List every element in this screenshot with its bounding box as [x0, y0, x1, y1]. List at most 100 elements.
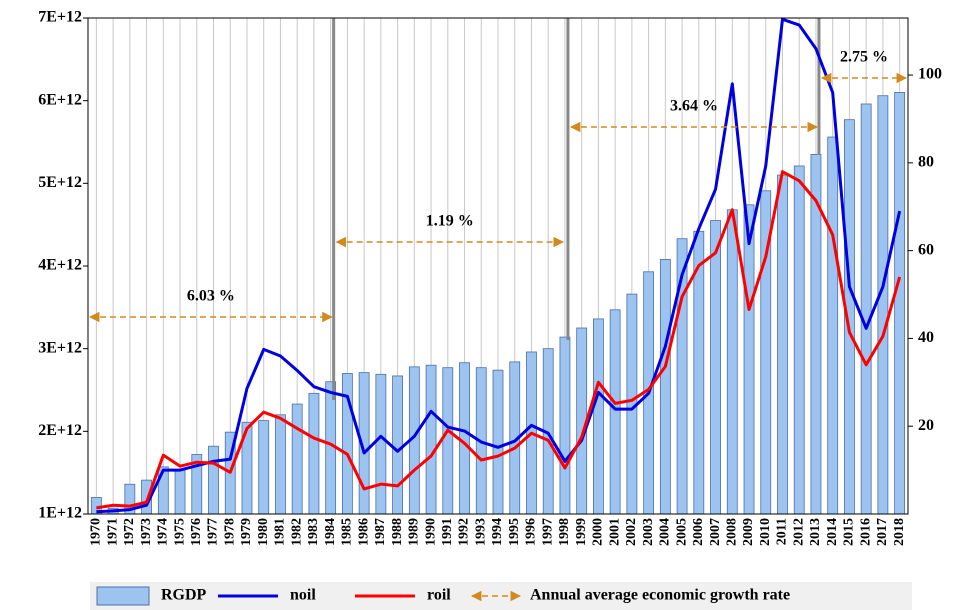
x-tick-label: 1974 — [156, 518, 171, 546]
bar — [174, 469, 186, 515]
x-tick-label: 1995 — [507, 518, 522, 546]
legend-label: roil — [427, 587, 451, 604]
y2-tick-label: 20 — [918, 417, 934, 434]
bar — [710, 220, 721, 515]
x-tick-label: 2012 — [791, 518, 806, 546]
bar — [777, 174, 788, 515]
x-tick-label: 2002 — [624, 518, 639, 546]
x-tick-label: 1988 — [390, 518, 405, 546]
legend-label: Annual average economic growth rate — [530, 587, 790, 604]
x-tick-label: 2013 — [808, 518, 823, 546]
x-tick-label: 2005 — [674, 518, 689, 546]
x-tick-label: 1990 — [423, 518, 438, 546]
y-tick-label: 2E+12 — [38, 422, 82, 439]
x-tick-label: 1984 — [323, 518, 338, 546]
annotation: 6.03 % — [187, 288, 235, 305]
line-noil — [96, 17, 902, 514]
x-tick-label: 2004 — [658, 518, 673, 546]
y-tick-label: 7E+12 — [38, 9, 82, 26]
bar — [793, 165, 805, 515]
x-tick-label: 2014 — [825, 518, 840, 546]
x-tick-label: 1985 — [340, 518, 355, 546]
x-tick-label: 1973 — [139, 518, 154, 546]
x-tick-label: 1983 — [306, 518, 321, 546]
legend-label: RGDP — [161, 587, 207, 604]
y-tick-label: 3E+12 — [38, 339, 82, 356]
bar — [308, 392, 320, 515]
bar — [726, 209, 738, 515]
legend-label: noil — [290, 587, 316, 604]
y2-tick-label: 100 — [918, 66, 942, 83]
bar — [827, 136, 839, 515]
x-tick-label: 2015 — [842, 518, 857, 546]
x-tick-label: 1979 — [239, 518, 254, 546]
x-tick-label: 1993 — [473, 518, 488, 546]
bar — [877, 95, 889, 515]
x-tick-label: 1970 — [89, 518, 104, 546]
x-tick-label: 1975 — [172, 518, 187, 546]
x-tick-label: 1972 — [122, 518, 137, 546]
bar — [593, 318, 604, 515]
bar — [860, 103, 872, 515]
x-tick-label: 2018 — [892, 518, 907, 546]
y-tick-label: 5E+12 — [38, 174, 82, 191]
x-tick-label: 2006 — [691, 518, 706, 546]
x-tick-label: 1999 — [574, 518, 589, 546]
x-tick-label: 2008 — [725, 518, 740, 546]
plot-frame — [87, 17, 909, 515]
y2-tick-label: 40 — [918, 329, 934, 346]
bar — [375, 373, 387, 515]
x-tick-label: 2001 — [607, 518, 622, 546]
x-tick-label: 1978 — [222, 518, 237, 546]
y2-tick-label: 80 — [918, 154, 934, 171]
bar — [559, 336, 571, 515]
y2-tick-label: 60 — [918, 241, 934, 258]
x-tick-label: 1971 — [105, 518, 120, 546]
x-tick-label: 1982 — [289, 518, 304, 546]
bar — [894, 92, 906, 515]
bar — [291, 403, 303, 515]
x-tick-label: 1987 — [373, 518, 388, 546]
line-roil — [96, 170, 902, 510]
x-tick-label: 2016 — [858, 518, 873, 546]
x-tick-label: 2003 — [641, 518, 656, 546]
x-tick-label: 1980 — [256, 518, 271, 546]
legend-swatch — [96, 586, 150, 606]
x-tick-label: 1976 — [189, 518, 204, 546]
y-tick-label: 6E+12 — [38, 91, 82, 108]
annotation: 2.75 % — [840, 49, 888, 66]
bar — [743, 204, 755, 515]
bar — [492, 369, 504, 515]
x-tick-label: 1977 — [206, 518, 221, 546]
x-tick-label: 2010 — [758, 518, 773, 546]
x-tick-label: 1996 — [524, 518, 539, 546]
bar — [609, 309, 621, 515]
x-tick-label: 2007 — [708, 518, 723, 546]
bar — [157, 466, 169, 515]
x-tick-label: 1986 — [356, 518, 371, 546]
y-tick-label: 1E+12 — [38, 505, 82, 522]
x-tick-label: 2017 — [875, 518, 890, 546]
annotation: 1.19 % — [426, 213, 474, 230]
x-tick-label: 1994 — [490, 518, 505, 546]
bar — [275, 414, 286, 515]
bar — [442, 367, 454, 515]
x-tick-label: 1989 — [407, 518, 422, 546]
y-tick-label: 4E+12 — [38, 257, 82, 274]
bar — [258, 420, 270, 515]
bar — [208, 445, 219, 515]
x-tick-label: 1997 — [540, 518, 555, 546]
annotation: 3.64 % — [670, 98, 718, 115]
x-tick-label: 2000 — [591, 518, 606, 546]
x-tick-label: 1992 — [457, 518, 472, 546]
bar — [659, 258, 671, 515]
x-tick-label: 1998 — [557, 518, 572, 546]
bar — [425, 364, 437, 515]
x-tick-label: 1991 — [440, 518, 455, 546]
bar — [459, 362, 470, 515]
x-tick-label: 2011 — [775, 518, 790, 545]
x-tick-label: 1981 — [273, 518, 288, 546]
bar — [392, 375, 403, 515]
x-tick-label: 2009 — [741, 518, 756, 546]
